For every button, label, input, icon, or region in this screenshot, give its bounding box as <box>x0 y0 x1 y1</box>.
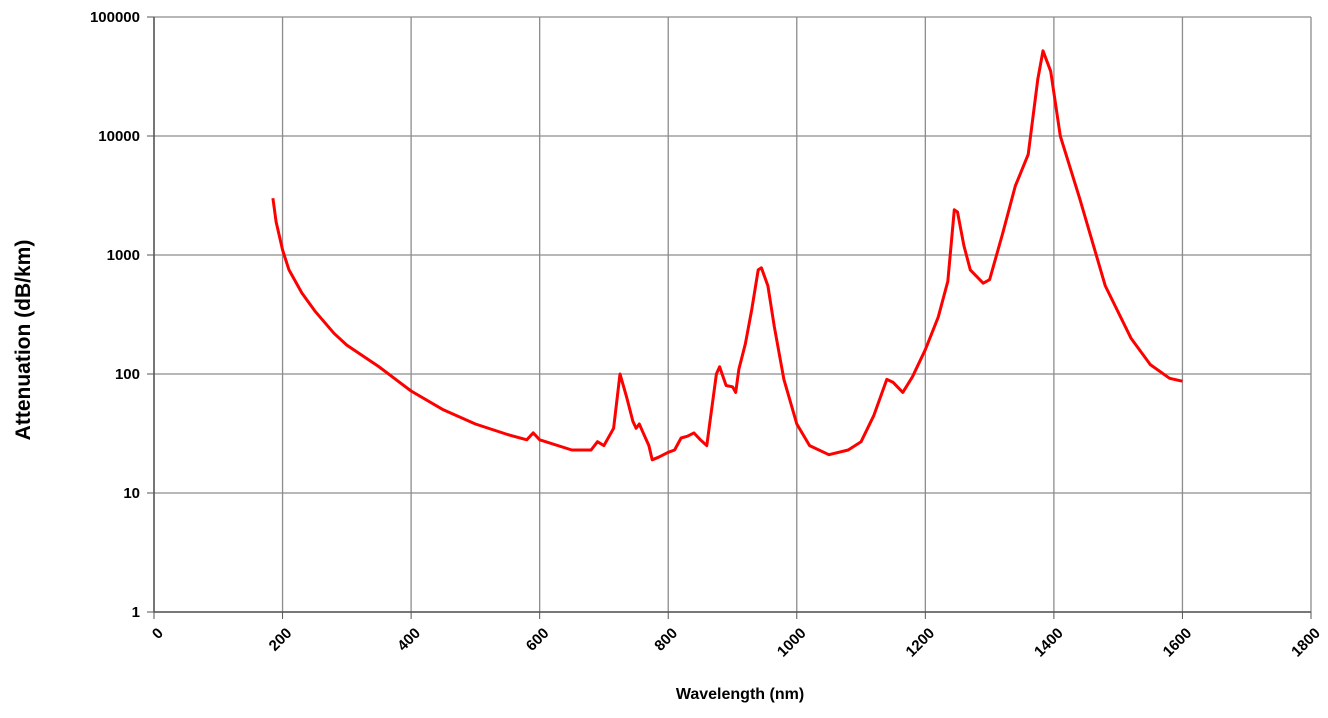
x-tick-label: 400 <box>394 625 424 655</box>
y-tick-label: 10 <box>123 485 140 502</box>
y-axis-label: Attenuation (dB/km) <box>12 240 35 441</box>
x-axis-label: Wavelength (nm) <box>676 686 804 703</box>
y-tick-label: 1 <box>132 604 140 621</box>
x-tick-label: 1600 <box>1160 625 1196 661</box>
y-tick-label: 100 <box>115 366 140 383</box>
x-tick-label: 0 <box>149 625 167 643</box>
x-tick-label: 200 <box>266 625 296 655</box>
x-tick-label: 800 <box>651 625 681 655</box>
x-tick-label: 1800 <box>1288 625 1324 661</box>
x-tick-label: 1200 <box>903 625 939 661</box>
y-tick-label: 10000 <box>98 128 140 145</box>
data-line <box>271 49 1183 462</box>
y-tick-label: 1000 <box>107 247 140 264</box>
x-tick-label: 600 <box>523 625 553 655</box>
x-tick-label: 1400 <box>1031 625 1067 661</box>
y-tick-label: 100000 <box>90 9 140 26</box>
x-tick-label: 1000 <box>774 625 810 661</box>
